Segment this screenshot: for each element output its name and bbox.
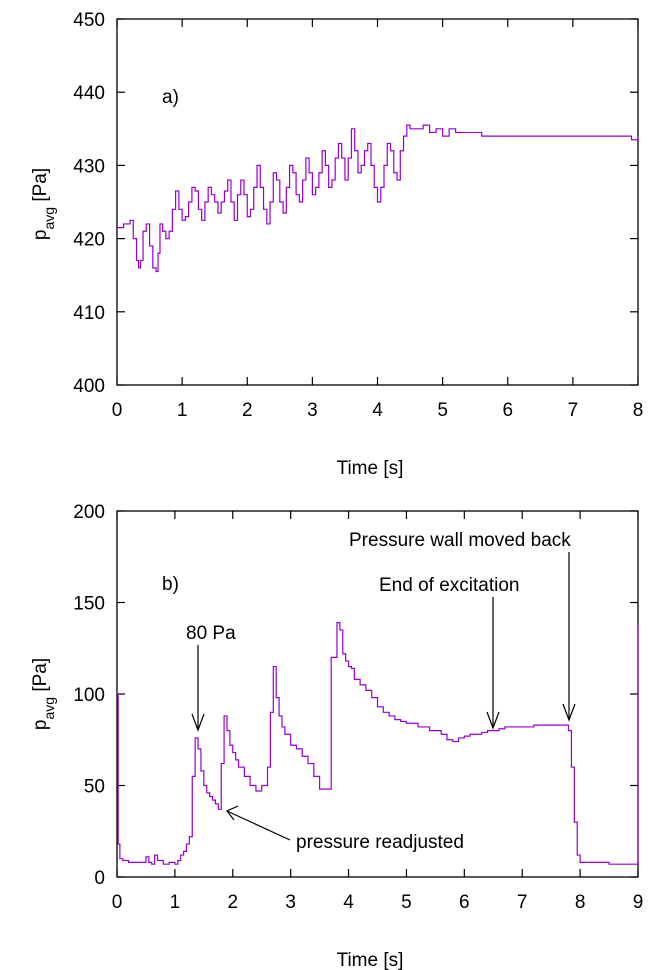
panel-label-a: a) xyxy=(162,87,179,108)
x-tick-label: 5 xyxy=(401,892,412,913)
y-tick-label: 410 xyxy=(73,303,105,324)
x-tick-label: 8 xyxy=(633,400,644,421)
x-tick-label: 1 xyxy=(170,892,181,913)
panel-label-b: b) xyxy=(162,574,179,595)
x-tick-label: 4 xyxy=(372,400,383,421)
series-path xyxy=(117,125,638,271)
x-tick-label: 3 xyxy=(285,892,296,913)
y-axis-title-a-base: p xyxy=(30,230,51,241)
y-tick-label: 450 xyxy=(73,10,105,31)
series-path xyxy=(117,623,638,865)
x-tick-label: 6 xyxy=(459,892,470,913)
chart-panel-b: 0 1 2 3 4 5 6 7 8 9 0 50 100 150 200 b) Time [s] pavg … xyxy=(30,502,643,970)
x-tick-label: 1 xyxy=(177,400,188,421)
y-axis-title-a: pavg [Pa] xyxy=(30,168,57,240)
y-tick-label: 50 xyxy=(84,777,105,798)
y-tick-label: 150 xyxy=(73,594,105,615)
x-tick-label: 7 xyxy=(568,400,579,421)
y-tick-label: 420 xyxy=(73,230,105,251)
x-tick-label: 6 xyxy=(502,400,513,421)
x-tick-label: 9 xyxy=(633,892,644,913)
x-axis-title-a: Time [s] xyxy=(337,458,404,479)
annotation-80pa: 80 Pa xyxy=(186,623,236,644)
plot-frame-b xyxy=(117,511,638,877)
x-tick-label: 2 xyxy=(242,400,253,421)
y-tick-label: 430 xyxy=(73,156,105,177)
x-tick-label: 0 xyxy=(112,892,123,913)
y-axis-title-b-rest: [Pa] xyxy=(30,658,51,697)
x-tick-label: 8 xyxy=(575,892,586,913)
series-line-a xyxy=(117,125,638,271)
y-axis-title-a-sub: avg xyxy=(41,207,57,230)
annotation-pressure-readjusted: pressure readjusted xyxy=(296,832,464,853)
y-axis-title-a-rest: [Pa] xyxy=(30,168,51,207)
x-tick-label: 2 xyxy=(227,892,238,913)
y-tick-label: 440 xyxy=(73,83,105,104)
x-tick-label: 0 xyxy=(112,400,123,421)
x-tick-label: 7 xyxy=(517,892,528,913)
y-axis-title-b-sub: avg xyxy=(41,697,57,720)
x-tick-label: 3 xyxy=(307,400,318,421)
y-axis-title-b: pavg [Pa] xyxy=(30,658,57,730)
y-axis-title-b-base: p xyxy=(30,720,51,731)
x-axis-title-b: Time [s] xyxy=(337,950,404,970)
annotation-end-of-excitation: End of excitation xyxy=(379,575,519,596)
annotation-pressure-wall: Pressure wall moved back xyxy=(349,530,571,551)
y-tick-label: 200 xyxy=(73,502,105,523)
series-line-b xyxy=(117,623,638,865)
x-tick-label: 5 xyxy=(437,400,448,421)
y-tick-label: 400 xyxy=(73,376,105,397)
y-tick-label: 0 xyxy=(94,868,105,889)
axis-ticks-a: 0 1 2 3 4 5 6 7 8 400 410 420 430 440 450 xyxy=(73,10,643,421)
x-tick-label: 4 xyxy=(343,892,354,913)
arrow-readjusted-shaft xyxy=(227,811,290,840)
y-tick-label: 100 xyxy=(73,685,105,706)
